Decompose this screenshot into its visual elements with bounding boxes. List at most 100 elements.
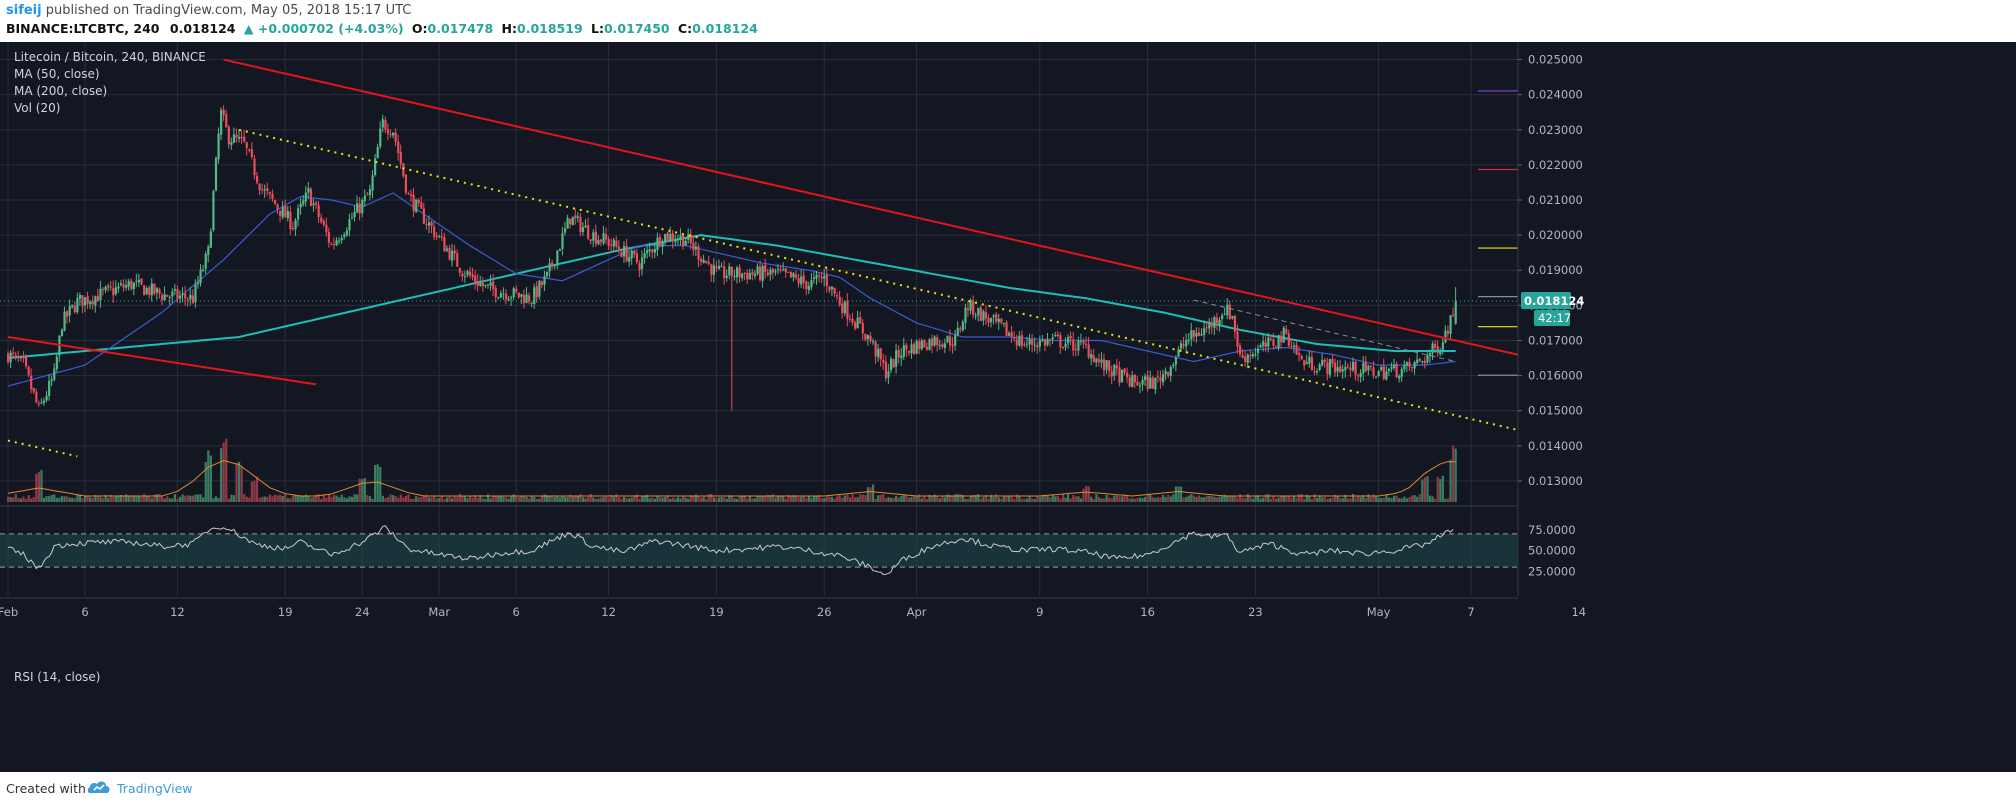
volume-bar <box>1246 494 1249 502</box>
candle-body <box>777 268 780 270</box>
tradingview-brand-link[interactable]: TradingView <box>117 781 193 796</box>
candle-body <box>710 264 713 275</box>
candle-body <box>171 291 174 297</box>
author-link[interactable]: sifeij <box>6 3 42 18</box>
volume-bar <box>951 496 954 502</box>
volume-bar <box>528 498 531 502</box>
legend-ma200[interactable]: MA (200, close) <box>14 84 107 98</box>
price-chart[interactable]: 3.618(0.024107)2.618(0.021869)1.618(0.01… <box>0 42 2016 772</box>
volume-bar <box>638 498 641 502</box>
candle-body <box>723 266 726 278</box>
volume-bar <box>1146 494 1149 502</box>
volume-bar <box>1454 448 1457 502</box>
candle-body <box>153 283 156 294</box>
volume-bar <box>161 495 164 502</box>
candle-body <box>625 245 628 262</box>
volume-bar <box>322 494 325 502</box>
candle-body <box>309 188 313 207</box>
tradingview-logo-icon[interactable] <box>86 778 112 796</box>
trendline-red-main[interactable] <box>223 58 1610 377</box>
candle-body <box>602 233 605 244</box>
candle-body <box>987 317 990 323</box>
candle-body <box>838 296 841 305</box>
legend-ma50[interactable]: MA (50, close) <box>14 67 100 81</box>
legend-vol[interactable]: Vol (20) <box>14 101 60 115</box>
publish-line: sifeij published on TradingView.com, May… <box>6 3 411 18</box>
volume-bar <box>101 498 105 502</box>
candle-body <box>1367 365 1370 370</box>
volume-bar <box>1382 497 1385 502</box>
candle-body <box>37 403 40 405</box>
candle-body <box>1305 362 1308 365</box>
candle-body <box>877 348 880 358</box>
volume-bar <box>217 497 220 502</box>
volume-bar <box>589 494 592 502</box>
candle-body <box>846 300 849 319</box>
candle-body <box>579 216 582 233</box>
candle-body <box>484 284 487 286</box>
volume-bar <box>502 496 505 502</box>
candle-body <box>99 288 102 301</box>
rsi-line[interactable] <box>7 525 1454 576</box>
volume-bar <box>130 496 133 502</box>
ma50-line[interactable] <box>7 192 1456 387</box>
volume-bar <box>94 495 97 502</box>
candle-body <box>1423 360 1426 364</box>
volume-bar <box>877 495 880 502</box>
candle-body <box>1251 354 1255 357</box>
volume-bar <box>861 494 864 502</box>
volume-bar <box>712 497 716 502</box>
candle-body <box>315 202 318 205</box>
trendline-yellow-dotted-main[interactable] <box>238 128 1541 437</box>
volume-bar <box>1313 494 1316 502</box>
volume-bar <box>779 495 782 502</box>
trendlines[interactable] <box>7 58 1610 458</box>
volume-bar <box>353 494 356 502</box>
price-tick-label: 0.017000 <box>1528 333 1583 347</box>
volume-bar <box>705 498 708 502</box>
volume-bar <box>243 494 246 502</box>
last-price-tag <box>1521 292 1571 310</box>
volume-bar <box>507 498 510 502</box>
candle-body <box>581 227 585 232</box>
volume-bar <box>1033 498 1036 502</box>
volume-bar <box>1331 497 1334 502</box>
candle-body <box>214 157 218 191</box>
volume-bar <box>1172 494 1175 502</box>
candle-body <box>948 336 952 346</box>
volume-bar <box>171 498 174 502</box>
volume-bar <box>1298 494 1301 502</box>
candle-body <box>1369 365 1373 367</box>
candle-body <box>7 353 10 363</box>
trendline-red-short[interactable] <box>7 335 317 386</box>
volume-bar <box>717 497 721 502</box>
candle-body <box>212 191 215 231</box>
candle-body <box>1239 345 1242 355</box>
volume-bar <box>212 498 215 502</box>
volume-bar <box>1398 498 1401 502</box>
volume-bar <box>725 498 728 502</box>
candle-body <box>22 356 25 359</box>
candle-body <box>638 263 641 270</box>
candle-body <box>299 203 302 208</box>
candle-body <box>320 217 323 222</box>
volume-bar <box>587 496 590 502</box>
trendline-yellow-dotted-short[interactable] <box>7 439 78 458</box>
candle-body <box>992 315 995 317</box>
candle-body <box>735 267 739 278</box>
candle-body <box>456 253 459 267</box>
legend-rsi[interactable]: RSI (14, close) <box>14 670 100 684</box>
volume-bar <box>1369 496 1373 502</box>
candle-body <box>1431 343 1434 354</box>
close-label: C: <box>677 21 693 36</box>
candle-body <box>1244 356 1247 362</box>
volume-bar <box>45 496 48 502</box>
candle-body <box>1382 366 1385 380</box>
volume-bar <box>1144 497 1147 502</box>
volume-bar <box>22 496 25 502</box>
candle-body <box>897 350 900 358</box>
volume-bar <box>40 470 43 502</box>
candle-body <box>1215 317 1219 324</box>
volume-bar <box>666 495 669 502</box>
candle-body <box>1310 357 1314 371</box>
